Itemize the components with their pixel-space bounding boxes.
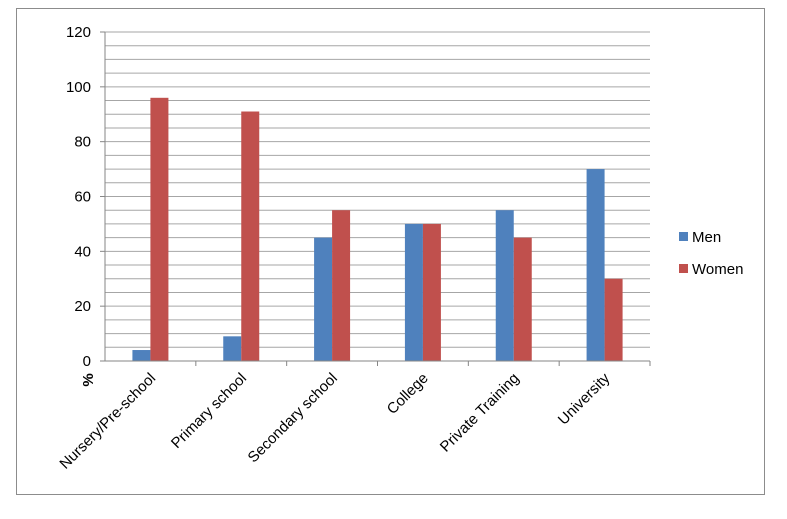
bar-men-4 [404, 223, 423, 361]
bars [132, 97, 623, 362]
y-tick-label: 80 [74, 134, 91, 151]
bar-women-4 [422, 223, 441, 361]
bar-men-5 [495, 210, 514, 361]
grid-lines [105, 31, 650, 362]
legend-label-men: Men [692, 229, 721, 246]
x-category-labels: Nursery/Pre-school Primary schoolSecondar… [56, 369, 613, 472]
y-axis-label: % [80, 373, 97, 386]
x-category-label: University [555, 369, 614, 428]
legend-label-women: Women [692, 261, 743, 278]
y-tick-label: 120 [66, 24, 91, 41]
legend-swatch-women [679, 264, 688, 273]
bar-men-1 [132, 350, 151, 361]
y-tick-label: 20 [74, 298, 91, 315]
x-category-label: Private Training [437, 370, 523, 456]
legend-swatch-men [679, 232, 688, 241]
x-category-label: Primary school [168, 370, 250, 452]
bar-men-6 [586, 169, 605, 361]
legend: Men Women [679, 229, 743, 278]
y-tick-label: 0 [83, 353, 91, 370]
bar-women-2 [241, 111, 260, 361]
x-category-label: Nursery/Pre-school [56, 370, 159, 473]
bar-men-3 [314, 237, 333, 361]
bar-women-5 [513, 237, 532, 361]
axes [100, 31, 651, 366]
bar-women-1 [150, 97, 169, 362]
y-tick-label: 60 [74, 189, 91, 206]
bar-women-3 [332, 210, 351, 361]
x-category-label: Secondary school [245, 370, 341, 466]
bar-women-6 [604, 278, 623, 361]
y-tick-label: 100 [66, 79, 91, 96]
x-category-label: College [384, 370, 432, 418]
y-tick-labels: 0 20 40 60 80 100 120 [66, 24, 91, 370]
y-tick-label: 40 [74, 243, 91, 260]
bar-men-2 [223, 336, 242, 361]
